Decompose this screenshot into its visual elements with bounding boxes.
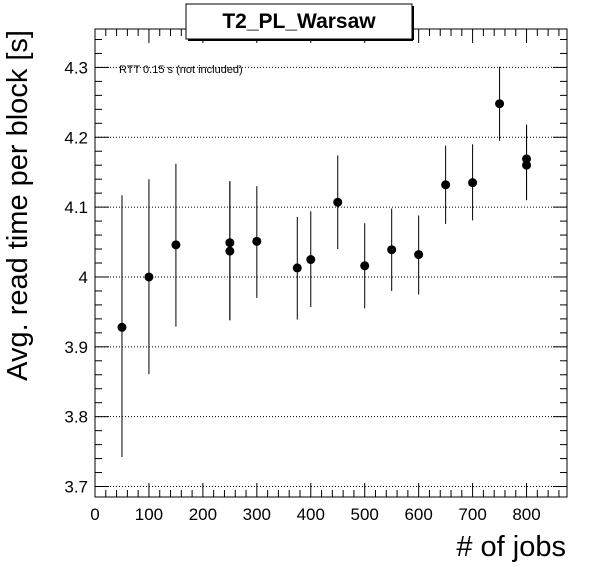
data-point-group (333, 155, 343, 250)
y-tick-label: 4.2 (64, 128, 88, 147)
x-tick-label: 700 (458, 505, 486, 524)
data-point (252, 236, 262, 246)
data-point (306, 255, 316, 265)
data-point-group (441, 145, 451, 224)
y-axis-label: Avg. read time per block [s] (2, 30, 34, 381)
data-point-group (387, 208, 397, 291)
data-point-group (144, 179, 154, 375)
data-point (414, 250, 424, 260)
y-tick-label: 3.9 (64, 338, 88, 357)
data-point (495, 99, 505, 109)
data-point-group (292, 216, 302, 320)
data-point-group (468, 144, 478, 221)
grid-layer (95, 66, 567, 488)
points-layer (117, 66, 532, 458)
data-point-group (414, 215, 424, 295)
x-tick-label: 300 (243, 505, 271, 524)
chart-title: T2_PL_Warsaw (222, 10, 376, 33)
data-point (171, 240, 181, 250)
y-tick-label: 4.3 (64, 58, 88, 77)
x-tick-label: 200 (189, 505, 217, 524)
x-tick-label: 600 (404, 505, 432, 524)
x-axis-label: # of jobs (456, 531, 566, 563)
data-point-group (306, 211, 316, 308)
data-point (117, 322, 127, 332)
y-tick-label: 4 (79, 268, 88, 287)
chart-annotation: RTT 0.15 s (not included) (119, 64, 243, 76)
y-tick-label: 4.1 (64, 198, 88, 217)
data-point-group (171, 163, 181, 327)
x-tick-label: 400 (297, 505, 325, 524)
data-point (225, 246, 235, 256)
data-point (441, 180, 451, 190)
x-tick-label: 0 (90, 505, 99, 524)
x-tick-label: 500 (351, 505, 379, 524)
data-point-group (522, 124, 532, 201)
labels-layer: 0 100 200 300 400 500 600 700 800 3.7 3.8 3.9 4 4.1 4.… (64, 58, 540, 524)
data-point (292, 263, 302, 273)
data-point-group (360, 223, 370, 309)
data-point (387, 245, 397, 255)
data-point (522, 160, 532, 170)
x-tick-label: 800 (512, 505, 540, 524)
data-point (144, 272, 154, 282)
data-point-group (117, 195, 127, 458)
data-point-group (225, 181, 235, 321)
data-point (333, 197, 343, 207)
y-tick-label: 3.7 (64, 478, 88, 497)
y-tick-label: 3.8 (64, 408, 88, 427)
data-point (360, 261, 370, 271)
x-tick-label: 100 (135, 505, 163, 524)
chart-title-box: T2_PL_Warsaw (185, 3, 414, 41)
data-point-group (252, 186, 262, 298)
data-point-group (495, 66, 505, 141)
data-point (468, 178, 478, 188)
